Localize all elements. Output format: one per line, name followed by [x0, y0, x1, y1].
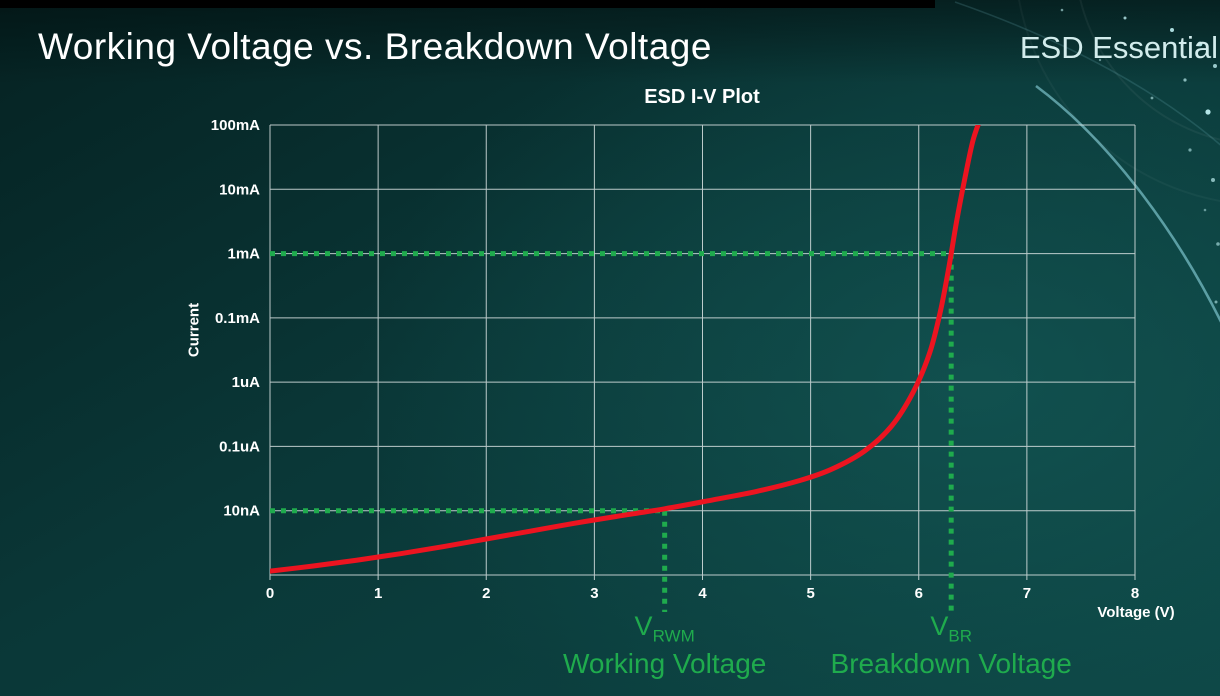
iv-curve — [270, 125, 981, 574]
x-tick-label: 2 — [482, 585, 490, 602]
x-axis-label: Voltage (V) — [1097, 604, 1175, 621]
y-tick-label: 10nA — [223, 503, 260, 520]
y-axis-label: Current — [185, 302, 203, 358]
x-tick-label: 7 — [1023, 585, 1031, 602]
chart-title: ESD I-V Plot — [644, 86, 760, 108]
vrwm-symbol: VRWM — [634, 611, 695, 646]
vbr-caption: Breakdown Voltage — [830, 648, 1072, 680]
y-tick-label: 0.1mA — [215, 310, 260, 327]
top-black-bar — [0, 0, 935, 8]
swoosh-curve — [1035, 84, 1220, 323]
swoosh-curve-faint — [954, 1, 1220, 146]
guide-lines — [270, 251, 954, 612]
x-tick-label: 5 — [806, 585, 814, 602]
y-tick-label: 100mA — [211, 117, 260, 134]
x-tick-label: 1 — [374, 585, 382, 602]
brand-text: ESD Essential — [1019, 30, 1218, 65]
page-title: Working Voltage vs. Breakdown Voltage — [38, 26, 712, 67]
y-tick-label: 1uA — [232, 374, 261, 391]
vbr-symbol: VBR — [930, 611, 972, 646]
x-tick-label: 4 — [698, 585, 707, 602]
x-tick-label: 0 — [266, 585, 274, 602]
grid — [269, 124, 1136, 580]
x-tick-label: 6 — [915, 585, 923, 602]
decor-arc — [1079, 0, 1220, 141]
y-tick-label: 10mA — [219, 181, 260, 198]
tick-labels: 100mA 10mA 1mA 0.1mA 1uA 0.1uA 10nA 0 1 2 3 4 5 6 7 8 — [211, 117, 1139, 602]
vrwm-caption: Working Voltage — [562, 648, 767, 680]
vbr-annotation: VBR Breakdown Voltage — [831, 612, 1072, 679]
y-tick-label: 0.1uA — [219, 438, 260, 455]
y-tick-label: 1mA — [227, 246, 260, 263]
x-tick-label: 3 — [590, 585, 598, 602]
x-tick-label: 8 — [1131, 585, 1139, 602]
vrwm-annotation: VRWM Working Voltage — [563, 612, 766, 679]
